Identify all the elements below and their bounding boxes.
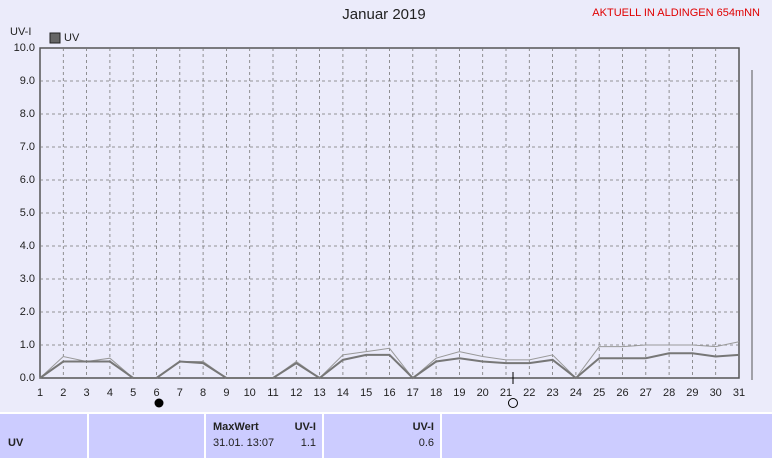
x-tick-label: 19	[453, 387, 465, 399]
x-tick-label: 27	[640, 387, 652, 399]
y-axis-label: UV-I	[10, 26, 31, 38]
x-tick-label: 4	[107, 387, 113, 399]
y-tick-label: 3.0	[20, 273, 35, 285]
y-tick-label: 0.0	[20, 372, 35, 384]
x-tick-label: 29	[686, 387, 698, 399]
x-tick-label: 14	[337, 387, 349, 399]
x-tick-label: 2	[60, 387, 66, 399]
max-value: 1.1	[301, 437, 316, 449]
x-tick-label: 15	[360, 387, 372, 399]
x-tick-label: 7	[177, 387, 183, 399]
y-tick-label: 6.0	[20, 174, 35, 186]
table-bg	[0, 413, 772, 458]
table-label: UV	[8, 437, 24, 449]
x-tick-label: 13	[313, 387, 325, 399]
legend-label: UV	[64, 32, 80, 44]
max-time: 31.01. 13:07	[213, 437, 274, 449]
x-tick-label: 12	[290, 387, 302, 399]
y-tick-label: 9.0	[20, 75, 35, 87]
x-tick-label: 16	[383, 387, 395, 399]
x-tick-label: 23	[546, 387, 558, 399]
x-tick-label: 21	[500, 387, 512, 399]
legend-swatch	[49, 32, 61, 44]
x-tick-label: 30	[710, 387, 722, 399]
x-tick-label: 11	[267, 387, 278, 399]
avg-value: 0.6	[419, 437, 434, 449]
x-tick-label: 1	[37, 387, 43, 399]
x-tick-label: 6	[153, 387, 159, 399]
x-tick-label: 17	[407, 387, 419, 399]
y-tick-label: 1.0	[20, 339, 35, 351]
max-header: MaxWert	[213, 421, 259, 433]
x-tick-label: 10	[244, 387, 256, 399]
x-tick-label: 5	[130, 387, 136, 399]
x-tick-label: 3	[84, 387, 90, 399]
x-tick-label: 9	[223, 387, 229, 399]
x-tick-label: 26	[616, 387, 628, 399]
station-note: AKTUELL IN ALDINGEN 654mNN	[592, 7, 760, 19]
y-tick-label: 7.0	[20, 141, 35, 153]
x-tick-label: 20	[477, 387, 489, 399]
y-tick-label: 5.0	[20, 207, 35, 219]
max-unit: UV-I	[295, 421, 316, 433]
x-tick-label: 31	[733, 387, 745, 399]
moon-new	[508, 398, 518, 408]
x-tick-label: 8	[200, 387, 206, 399]
x-tick-label: 22	[523, 387, 535, 399]
x-tick-label: 18	[430, 387, 442, 399]
y-tick-label: 4.0	[20, 240, 35, 252]
y-tick-label: 2.0	[20, 306, 35, 318]
chart-title: Januar 2019	[342, 6, 425, 23]
y-tick-label: 10.0	[14, 42, 35, 54]
table-separators	[0, 412, 772, 458]
series-line	[39, 352, 740, 380]
moon-full	[154, 398, 164, 408]
y-tick-label: 8.0	[20, 108, 35, 120]
x-tick-label: 28	[663, 387, 675, 399]
x-tick-label: 24	[570, 387, 582, 399]
x-tick-label: 25	[593, 387, 605, 399]
avg-unit: UV-I	[413, 421, 434, 433]
